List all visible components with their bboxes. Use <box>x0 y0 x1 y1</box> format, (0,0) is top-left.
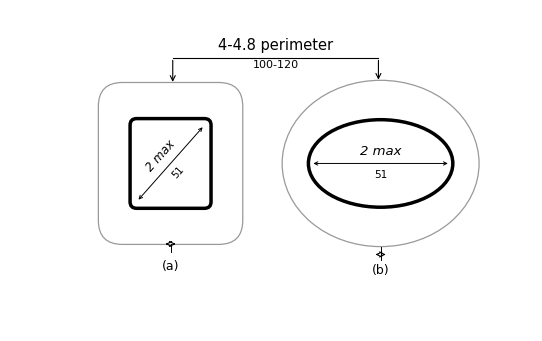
Ellipse shape <box>282 80 479 247</box>
Text: (a): (a) <box>162 260 179 273</box>
FancyBboxPatch shape <box>130 119 211 208</box>
Text: 2 max: 2 max <box>143 138 178 174</box>
Text: (b): (b) <box>372 264 390 277</box>
Text: 51: 51 <box>374 169 387 180</box>
Text: 51: 51 <box>170 164 186 180</box>
Text: 100-120: 100-120 <box>253 60 299 70</box>
FancyBboxPatch shape <box>98 83 243 244</box>
Ellipse shape <box>308 120 453 207</box>
Text: 4-4.8 perimeter: 4-4.8 perimeter <box>218 38 333 53</box>
Text: 2 max: 2 max <box>360 145 402 158</box>
